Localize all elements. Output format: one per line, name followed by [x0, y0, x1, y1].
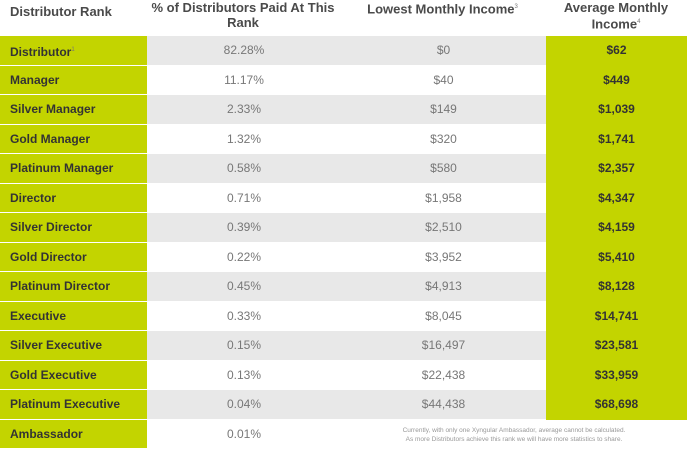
rank-cell: Manager	[0, 65, 147, 95]
table-row: Distributor1 82.28% $0 $62	[0, 36, 690, 67]
lowest-income-cell: $1,958	[341, 183, 546, 213]
average-income-cell: $2,357	[546, 154, 687, 185]
average-income-cell: $4,159	[546, 213, 687, 244]
percent-cell: 0.71%	[147, 183, 341, 213]
rank-label: Platinum Director	[10, 279, 111, 293]
lowest-income-cell: $44,438	[341, 390, 546, 420]
average-income-cell: $1,741	[546, 124, 687, 155]
table-body: Distributor1 82.28% $0 $62 Manager 11.17% $40 $…	[0, 36, 690, 449]
rank-label: Platinum Manager	[10, 161, 114, 175]
table-row: Platinum Executive 0.04% $44,438 $68,698	[0, 390, 690, 421]
lowest-income-cell: $2,510	[341, 213, 546, 243]
lowest-income-cell: $320	[341, 124, 546, 154]
percent-cell: 0.39%	[147, 213, 341, 243]
percent-cell: 0.13%	[147, 360, 341, 390]
rank-label: Distributor	[10, 45, 72, 59]
rank-cell: Gold Director	[0, 242, 147, 272]
rank-cell: Silver Executive	[0, 331, 147, 361]
average-income-cell: $62	[546, 36, 687, 67]
note-line-1: Currently, with only one Xyngular Ambass…	[402, 426, 626, 434]
average-income-cell: $8,128	[546, 272, 687, 303]
lowest-income-cell: $22,438	[341, 360, 546, 390]
rank-label: Platinum Executive	[10, 397, 121, 411]
rank-cell: Executive	[0, 301, 147, 331]
percent-cell: 1.32%	[147, 124, 341, 154]
header-avg-label: Average Monthly Income	[563, 0, 669, 32]
table-row: Gold Director 0.22% $3,952 $5,410	[0, 242, 690, 273]
lowest-income-cell: $149	[341, 95, 546, 125]
table-row: Director 0.71% $1,958 $4,347	[0, 183, 690, 214]
table-row: Gold Executive 0.13% $22,438 $33,959	[0, 360, 690, 391]
rank-cell: Silver Manager	[0, 95, 147, 125]
rank-cell: Silver Director	[0, 213, 147, 243]
percent-cell: 2.33%	[147, 95, 341, 125]
table-row: Platinum Director 0.45% $4,913 $8,128	[0, 272, 690, 303]
table-row-ambassador: Ambassador 0.01% Currently, with only one …	[0, 419, 690, 449]
rank-cell: Ambassador	[0, 419, 147, 449]
rank-label: Gold Manager	[10, 131, 91, 146]
percent-cell: 0.15%	[147, 331, 341, 361]
rank-label: Gold Executive	[10, 367, 97, 382]
rank-cell: Platinum Executive	[0, 390, 147, 420]
header-pct-label: % of Distributors Paid At This Rank	[151, 0, 335, 30]
lowest-income-cell: $0	[341, 36, 546, 66]
lowest-income-cell: $4,913	[341, 272, 546, 302]
average-income-cell: $33,959	[546, 360, 687, 391]
lowest-income-cell: $40	[341, 65, 546, 95]
percent-cell: 0.45%	[147, 272, 341, 302]
average-income-cell: $1,039	[546, 95, 687, 126]
table-row: Manager 11.17% $40 $449	[0, 65, 690, 96]
table-header: Distributor Rank % of Distributors Paid …	[0, 0, 692, 36]
header-avg-footnote: 4	[637, 19, 641, 25]
average-income-cell: $4,347	[546, 183, 687, 214]
rank-cell: Gold Manager	[0, 124, 147, 154]
percent-cell: 0.22%	[147, 242, 341, 272]
percent-cell: 0.04%	[147, 390, 341, 420]
note-line-2: As more Distributors achieve this rank w…	[405, 435, 623, 443]
table-row: Silver Executive 0.15% $16,497 $23,581	[0, 331, 690, 362]
average-income-cell: $14,741	[546, 301, 687, 332]
table-row: Executive 0.33% $8,045 $14,741	[0, 301, 690, 332]
header-percent-paid: % of Distributors Paid At This Rank	[146, 0, 340, 36]
rank-footnote: 1	[71, 47, 75, 53]
lowest-income-cell: $16,497	[341, 331, 546, 361]
rank-label: Silver Director	[10, 220, 93, 234]
lowest-income-cell: $580	[341, 154, 546, 184]
percent-cell: 0.33%	[147, 301, 341, 331]
header-lowest-income: Lowest Monthly Income3	[340, 0, 545, 36]
rank-label: Director	[10, 190, 57, 205]
header-distributor-rank: Distributor Rank	[0, 4, 156, 40]
rank-cell: Director	[0, 183, 147, 213]
percent-cell: 82.28%	[147, 36, 341, 66]
table-row: Gold Manager 1.32% $320 $1,741	[0, 124, 690, 155]
rank-cell: Platinum Director	[0, 272, 147, 302]
percent-cell: 0.58%	[147, 154, 341, 184]
table-row: Silver Director 0.39% $2,510 $4,159	[0, 213, 690, 244]
rank-label: Executive	[10, 308, 67, 323]
average-income-cell: $5,410	[546, 242, 687, 273]
lowest-income-cell: $3,952	[341, 242, 546, 272]
rank-cell: Distributor1	[0, 36, 147, 66]
rank-cell: Platinum Manager	[0, 154, 147, 184]
header-low-footnote: 3	[514, 4, 518, 10]
lowest-income-cell: $8,045	[341, 301, 546, 331]
ambassador-note: Currently, with only one Xyngular Ambass…	[341, 419, 687, 449]
rank-label: Ambassador	[10, 426, 83, 441]
rank-cell: Gold Executive	[0, 360, 147, 390]
header-rank-label: Distributor Rank	[10, 4, 112, 19]
rank-label: Manager	[10, 72, 60, 87]
table-row: Silver Manager 2.33% $149 $1,039	[0, 95, 690, 126]
percent-cell: 0.01%	[147, 419, 341, 449]
rank-label: Gold Director	[10, 249, 87, 264]
table-row: Platinum Manager 0.58% $580 $2,357	[0, 154, 690, 185]
average-income-cell: $23,581	[546, 331, 687, 362]
rank-label: Silver Manager	[10, 102, 96, 116]
percent-cell: 11.17%	[147, 65, 341, 95]
rank-label: Silver Executive	[10, 338, 103, 352]
header-average-income: Average Monthly Income4	[545, 0, 687, 36]
average-income-cell: $68,698	[546, 390, 687, 421]
average-income-cell: $449	[546, 65, 687, 96]
header-low-label: Lowest Monthly Income	[367, 1, 515, 17]
